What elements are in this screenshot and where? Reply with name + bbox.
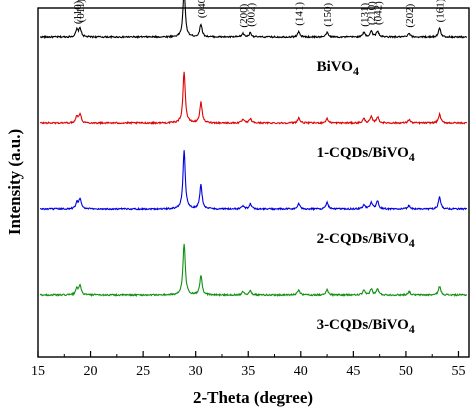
x-axis: 15 20 25 30 35 40 45 50 55 — [31, 351, 465, 379]
peak-label-042: (042) — [373, 1, 385, 25]
x-tick-label-35: 35 — [241, 364, 255, 379]
peak-labels: (110)(011)(121)(040)(200)(002)(141)(150)… — [72, 0, 447, 28]
x-tick-label-55: 55 — [451, 364, 465, 379]
peak-label-202: (202) — [404, 3, 416, 27]
peak-label-110: (110) — [72, 0, 84, 24]
series-line-3 — [39, 150, 468, 212]
x-tick-label-45: 45 — [346, 364, 360, 379]
series-labels: BiVO4 1-CQDs/BiVO4 2-CQDs/BiVO4 3-CQDs/BiVO… — [317, 59, 415, 336]
x-tick-label-20: 20 — [84, 364, 98, 379]
x-tick-label-15: 15 — [31, 364, 45, 379]
peak-label-011: (011) — [75, 0, 87, 22]
series-line-2 — [40, 71, 467, 126]
peak-label-200: (200) — [238, 3, 250, 27]
x-tick-label-40: 40 — [294, 364, 308, 379]
y-axis-title: Intensity (a.u.) — [5, 129, 24, 235]
peak-label-002: (002) — [245, 3, 257, 27]
traces — [39, 0, 468, 298]
series-label-3: 2-CQDs/BiVO4 — [317, 231, 415, 250]
peak-label-150: (150) — [322, 3, 334, 27]
x-tick-label-25: 25 — [136, 364, 150, 379]
x-axis-title: 2-Theta (degree) — [193, 388, 313, 407]
x-tick-label-30: 30 — [189, 364, 203, 379]
peak-label-210: (210) — [366, 1, 378, 25]
series-label-2: 1-CQDs/BiVO4 — [317, 145, 415, 164]
peak-label-161: (161) — [435, 0, 447, 22]
plot-frame — [37, 7, 470, 358]
x-tick-label-50: 50 — [399, 364, 413, 379]
series-label-4: 3-CQDs/BiVO4 — [317, 317, 415, 336]
series-line-1 — [39, 0, 467, 40]
series-line-4 — [39, 243, 468, 298]
peak-label-040: (040) — [196, 0, 208, 18]
peak-label-141: (141) — [294, 2, 306, 26]
peak-label-131: (131) — [359, 3, 371, 27]
series-label-1: BiVO4 — [317, 59, 359, 78]
